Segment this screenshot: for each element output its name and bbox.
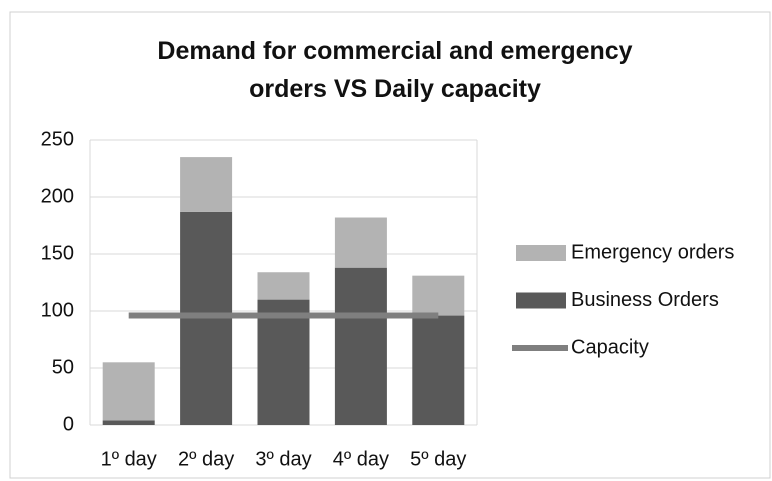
y-tick-label: 50 (52, 356, 74, 378)
legend-swatch (516, 245, 566, 261)
y-tick-label: 100 (41, 299, 74, 321)
x-tick-label: 4º day (333, 448, 389, 470)
x-tick-label: 2º day (178, 448, 234, 470)
y-tick-label: 200 (41, 185, 74, 207)
bar (334, 267, 387, 425)
bar (412, 315, 465, 425)
bar (257, 299, 310, 425)
y-tick-label: 250 (41, 128, 74, 150)
bar (257, 272, 310, 300)
bar (102, 362, 155, 421)
chart-title: Demand for commercial and emergency orde… (157, 37, 633, 103)
y-tick-label: 0 (63, 413, 74, 435)
chart-frame (9, 11, 771, 479)
legend-label: Capacity (571, 336, 649, 358)
bar (102, 420, 155, 425)
bar (334, 217, 387, 268)
bar (180, 157, 233, 212)
legend-label: Business Orders (571, 289, 719, 311)
y-tick-label: 150 (41, 242, 74, 264)
x-tick-label: 1º day (101, 448, 157, 470)
x-tick-label: 3º day (255, 448, 311, 470)
legend-label: Emergency orders (571, 241, 734, 263)
bar (412, 275, 465, 316)
legend-swatch (516, 292, 566, 309)
x-tick-label: 5º day (410, 448, 466, 470)
